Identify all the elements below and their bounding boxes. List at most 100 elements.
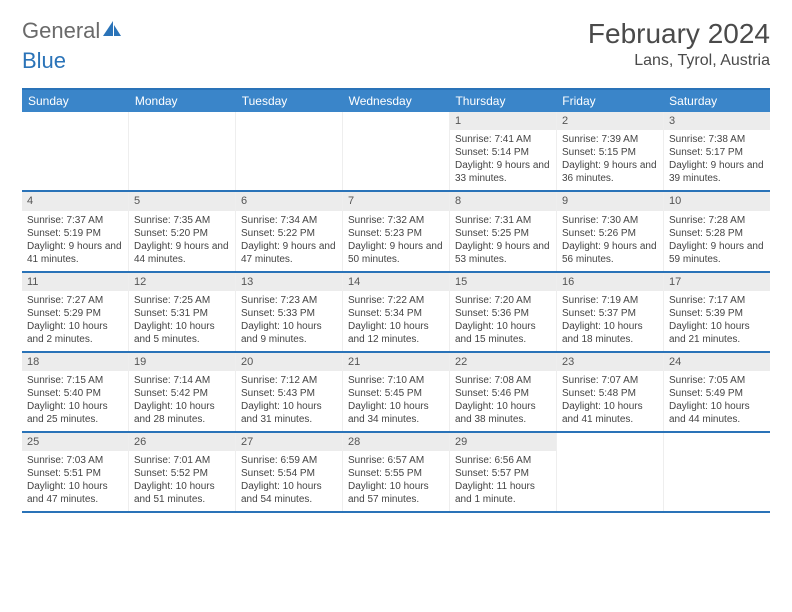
weeks-container: 1Sunrise: 7:41 AMSunset: 5:14 PMDaylight…: [22, 112, 770, 513]
day-text: Sunrise: 7:38 AMSunset: 5:17 PMDaylight:…: [664, 130, 770, 190]
day-cell: 12Sunrise: 7:25 AMSunset: 5:31 PMDayligh…: [129, 273, 236, 351]
day-number: 11: [22, 273, 128, 291]
day-text: Sunrise: 7:08 AMSunset: 5:46 PMDaylight:…: [450, 371, 556, 431]
sunrise-text: Sunrise: 7:08 AM: [455, 374, 551, 387]
day-number: 6: [236, 192, 342, 210]
day-cell: 2Sunrise: 7:39 AMSunset: 5:15 PMDaylight…: [557, 112, 664, 190]
sunrise-text: Sunrise: 7:07 AM: [562, 374, 658, 387]
day-cell: 11Sunrise: 7:27 AMSunset: 5:29 PMDayligh…: [22, 273, 129, 351]
day-cell: 17Sunrise: 7:17 AMSunset: 5:39 PMDayligh…: [664, 273, 770, 351]
sunset-text: Sunset: 5:17 PM: [669, 146, 765, 159]
day-cell: 5Sunrise: 7:35 AMSunset: 5:20 PMDaylight…: [129, 192, 236, 270]
sunset-text: Sunset: 5:45 PM: [348, 387, 444, 400]
day-text: Sunrise: 7:05 AMSunset: 5:49 PMDaylight:…: [664, 371, 770, 431]
day-number: 10: [664, 192, 770, 210]
title-block: February 2024 Lans, Tyrol, Austria: [588, 18, 770, 70]
dow-friday: Friday: [556, 90, 663, 112]
day-number: 29: [450, 433, 556, 451]
day-cell: 21Sunrise: 7:10 AMSunset: 5:45 PMDayligh…: [343, 353, 450, 431]
week-row: 11 Sunrise: 7:27 AMSunset: 5:29 PM Dayligh…: [22, 273, 770, 353]
day-cell: 20Sunrise: 7:12 AMSunset: 5:43 PMDayligh…: [236, 353, 343, 431]
day-cell: 4Sunrise: 7:37 AMSunset: 5:19 PMDaylight…: [22, 192, 129, 270]
day-text: Sunrise: 7:22 AMSunset: 5:34 PMDaylight:…: [343, 291, 449, 351]
day-cell: 10Sunrise: 7:28 AMSunset: 5:28 PMDayligh…: [664, 192, 770, 270]
day-number: 19: [129, 353, 235, 371]
sunrise-text: Sunrise: 7:32 AM: [348, 214, 444, 227]
daylight-text: Daylight: 10 hours and 21 minutes.: [669, 320, 765, 346]
sunset-text: Sunset: 5:39 PM: [669, 307, 765, 320]
sunrise-text: Sunrise: 7:05 AM: [669, 374, 765, 387]
day-number: 7: [343, 192, 449, 210]
day-cell: 13Sunrise: 7:23 AMSunset: 5:33 PMDayligh…: [236, 273, 343, 351]
sunset-text: Sunset: 5:43 PM: [241, 387, 337, 400]
sunset-text: Sunset: 5:57 PM: [455, 467, 551, 480]
day-text: Sunrise: 7:10 AMSunset: 5:45 PMDaylight:…: [343, 371, 449, 431]
sunset-text: Sunset: 5:55 PM: [348, 467, 444, 480]
daylight-text: Daylight: 9 hours and 41 minutes.: [27, 240, 123, 266]
day-number: 28: [343, 433, 449, 451]
sunset-text: Sunset: 5:14 PM: [455, 146, 551, 159]
week-row: 25Sunrise: 7:03 AMSunset: 5:51 PMDayligh…: [22, 433, 770, 513]
daylight-text: Daylight: 10 hours and 44 minutes.: [669, 400, 765, 426]
day-cell: 25Sunrise: 7:03 AMSunset: 5:51 PMDayligh…: [22, 433, 129, 511]
sunrise-text: Sunrise: 7:01 AM: [134, 454, 230, 467]
day-text: Sunrise: 7:25 AMSunset: 5:31 PMDaylight:…: [129, 291, 235, 351]
daylight-text: Daylight: 10 hours and 15 minutes.: [455, 320, 551, 346]
day-cell: 9Sunrise: 7:30 AMSunset: 5:26 PMDaylight…: [557, 192, 664, 270]
daylight-text: Daylight: 9 hours and 47 minutes.: [241, 240, 337, 266]
day-text: Sunrise: 7:37 AMSunset: 5:19 PMDaylight:…: [22, 211, 128, 271]
day-number: 17: [664, 273, 770, 291]
day-number: 18: [22, 353, 128, 371]
sunrise-text: Sunrise: 7:20 AM: [455, 294, 551, 307]
sunrise-text: Sunrise: 7:27 AM: [27, 294, 123, 307]
daylight-text: Daylight: 10 hours and 9 minutes.: [241, 320, 337, 346]
day-text: Sunrise: 7:07 AMSunset: 5:48 PMDaylight:…: [557, 371, 663, 431]
sunrise-text: Sunrise: 7:31 AM: [455, 214, 551, 227]
day-text: Sunrise: 7:12 AMSunset: 5:43 PMDaylight:…: [236, 371, 342, 431]
logo: General: [22, 18, 122, 44]
day-number: 5: [129, 192, 235, 210]
sunset-text: Sunset: 5:23 PM: [348, 227, 444, 240]
sunset-text: Sunset: 5:20 PM: [134, 227, 230, 240]
sunrise-text: Sunrise: 7:10 AM: [348, 374, 444, 387]
sunset-text: Sunset: 5:33 PM: [241, 307, 337, 320]
week-row: 18Sunrise: 7:15 AMSunset: 5:40 PMDayligh…: [22, 353, 770, 433]
sunrise-text: Sunrise: 7:25 AM: [134, 294, 230, 307]
sunset-text: Sunset: 5:54 PM: [241, 467, 337, 480]
daylight-text: Daylight: 9 hours and 33 minutes.: [455, 159, 551, 185]
day-number: 27: [236, 433, 342, 451]
day-number: 12: [129, 273, 235, 291]
sunrise-text: Sunrise: 7:30 AM: [562, 214, 658, 227]
day-text: Sunrise: 7:28 AMSunset: 5:28 PMDaylight:…: [664, 211, 770, 271]
sunset-text: Sunset: 5:31 PM: [134, 307, 230, 320]
day-cell: 29Sunrise: 6:56 AMSunset: 5:57 PMDayligh…: [450, 433, 557, 511]
day-text: Sunrise: 7:14 AMSunset: 5:42 PMDaylight:…: [129, 371, 235, 431]
logo-text-2: Blue: [22, 48, 66, 74]
day-text: Sunrise: 7:17 AMSunset: 5:39 PMDaylight:…: [664, 291, 770, 351]
day-text: Sunrise: 7:35 AMSunset: 5:20 PMDaylight:…: [129, 211, 235, 271]
dow-monday: Monday: [129, 90, 236, 112]
sunrise-text: Sunrise: 6:56 AM: [455, 454, 551, 467]
day-number: 14: [343, 273, 449, 291]
sunrise-text: Sunrise: 7:35 AM: [134, 214, 230, 227]
day-number: 8: [450, 192, 556, 210]
sunrise-text: Sunrise: 7:37 AM: [27, 214, 123, 227]
dow-tuesday: Tuesday: [236, 90, 343, 112]
day-cell: 22Sunrise: 7:08 AMSunset: 5:46 PMDayligh…: [450, 353, 557, 431]
day-cell: [236, 112, 343, 190]
daylight-text: Daylight: 9 hours and 53 minutes.: [455, 240, 551, 266]
day-number: 25: [22, 433, 128, 451]
daylight-text: Daylight: 10 hours and 41 minutes.: [562, 400, 658, 426]
sunrise-text: Sunrise: 7:03 AM: [27, 454, 123, 467]
day-text: Sunrise: 7:15 AMSunset: 5:40 PMDaylight:…: [22, 371, 128, 431]
day-cell: 15Sunrise: 7:20 AMSunset: 5:36 PMDayligh…: [450, 273, 557, 351]
day-cell: 14Sunrise: 7:22 AMSunset: 5:34 PMDayligh…: [343, 273, 450, 351]
dow-sunday: Sunday: [22, 90, 129, 112]
day-number: 22: [450, 353, 556, 371]
sunrise-text: Sunrise: 7:22 AM: [348, 294, 444, 307]
month-title: February 2024: [588, 18, 770, 50]
daylight-text: Daylight: 10 hours and 18 minutes.: [562, 320, 658, 346]
day-cell: 26Sunrise: 7:01 AMSunset: 5:52 PMDayligh…: [129, 433, 236, 511]
sunrise-text: Sunrise: 6:57 AM: [348, 454, 444, 467]
sunset-text: Sunset: 5:29 PM: [27, 307, 123, 320]
